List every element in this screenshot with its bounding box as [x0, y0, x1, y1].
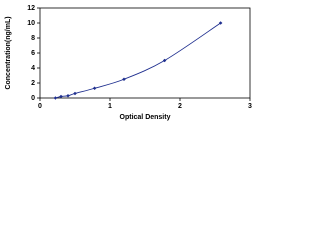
- y-tick-label: 2: [31, 80, 35, 87]
- x-axis-label: Optical Density: [120, 114, 171, 121]
- data-point: [218, 21, 223, 25]
- x-tick-label: 2: [178, 103, 182, 110]
- y-tick-label: 0: [31, 95, 35, 102]
- x-tick-label: 1: [108, 103, 112, 110]
- data-point: [66, 93, 70, 98]
- y-axis-label: Concentration(ng/mL): [5, 16, 12, 89]
- y-tick-label: 4: [31, 65, 35, 72]
- data-point: [53, 96, 58, 100]
- data-point: [122, 77, 126, 82]
- page: {"chart_data": {"type": "scatter", "fit_…: [4, 4, 253, 121]
- data-point: [92, 86, 97, 91]
- plot-frame: [39, 7, 251, 99]
- data-point: [59, 94, 63, 99]
- y-tick-label: 8: [31, 35, 35, 42]
- data-point: [162, 58, 167, 63]
- y-tick-label: 6: [31, 50, 35, 57]
- y-tick-label: 12: [27, 5, 35, 12]
- data-point: [73, 91, 77, 96]
- y-tick-label: 10: [27, 20, 35, 27]
- x-tick-label: 3: [248, 103, 252, 110]
- x-tick-label: 0: [38, 103, 42, 110]
- chart: Optical Density Concentration(ng/mL) 0 2 4…: [5, 5, 252, 121]
